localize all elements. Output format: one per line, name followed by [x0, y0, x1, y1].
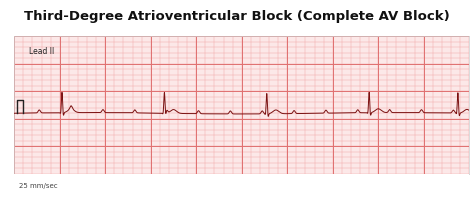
Text: 25 mm/sec: 25 mm/sec	[19, 183, 57, 189]
Text: Third-Degree Atrioventricular Block (Complete AV Block): Third-Degree Atrioventricular Block (Com…	[24, 10, 450, 23]
Text: Lead II: Lead II	[29, 47, 54, 56]
